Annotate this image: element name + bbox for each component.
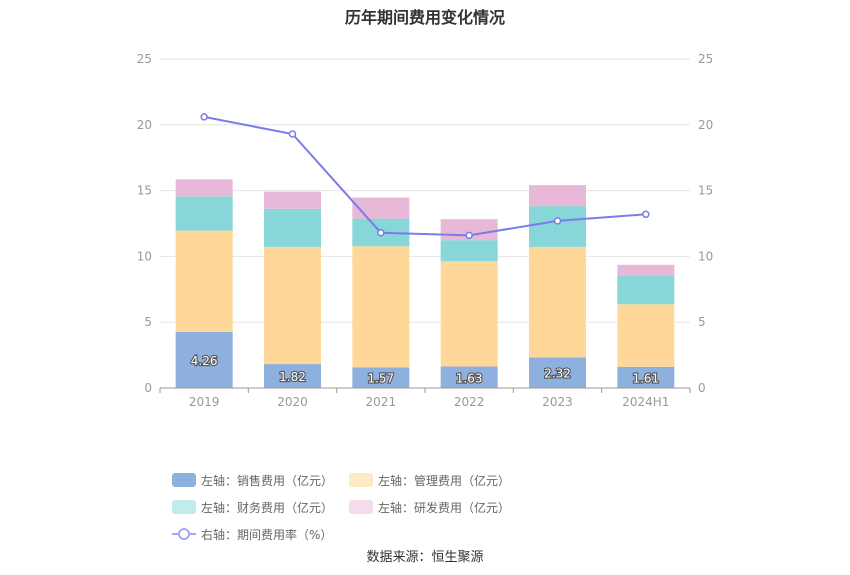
bar-segment-1 (617, 366, 675, 388)
bar-segment-3 (617, 276, 675, 305)
legend-swatch-finance (172, 500, 196, 514)
legend-item-admin[interactable]: 左轴：管理费用（亿元） (349, 472, 510, 488)
y-tick-right: 20 (698, 118, 713, 132)
bar-data-label: 1.57 (367, 372, 394, 386)
bar-segment-1 (352, 367, 410, 388)
y-tick-left: 25 (137, 52, 152, 66)
expense-ratio-point (553, 217, 562, 225)
expense-ratio-line (203, 115, 646, 237)
chart-legend: 左轴：销售费用（亿元） 左轴：管理费用（亿元） 左轴：财务费用（亿元） 左轴：研… (172, 472, 692, 542)
x-tick-label: 2022 (454, 395, 485, 409)
bar-segment-1 (529, 357, 586, 388)
y-tick-left: 0 (144, 381, 152, 395)
x-tick-label: 2019 (189, 395, 220, 409)
expense-ratio-point (465, 231, 473, 240)
bar-data-label: 4.26 (191, 354, 218, 368)
bar-segment-1 (264, 364, 321, 388)
x-tick-label: 2020 (277, 395, 308, 409)
y-tick-right: 15 (698, 184, 713, 198)
legend-line-icon (172, 527, 196, 541)
y-tick-right: 0 (698, 381, 706, 395)
bar-segment-2 (352, 246, 410, 368)
legend-item-sales[interactable]: 左轴：销售费用（亿元） (172, 472, 333, 488)
bar-data-label: 1.61 (632, 371, 659, 385)
x-tick-label: 2023 (542, 395, 573, 409)
x-tick-label: 2024H1 (622, 395, 669, 409)
y-tick-right: 5 (698, 315, 706, 329)
expense-ratio-point (200, 113, 208, 121)
bar-segment-2 (440, 261, 498, 367)
legend-label-rnd: 左轴：研发费用（亿元） (378, 500, 511, 515)
legend-swatch-admin (349, 473, 374, 487)
x-tick-label: 2021 (366, 395, 397, 409)
y-tick-left: 5 (144, 315, 152, 329)
legend-item-expense-ratio[interactable]: 右轴：期间费用率（%） (172, 526, 332, 542)
bar-data-label: 2.32 (544, 367, 571, 381)
bar-data-label: 1.63 (456, 371, 483, 385)
expense-ratio-point (288, 130, 297, 138)
legend-item-rnd[interactable]: 左轴：研发费用（亿元） (349, 499, 510, 515)
legend-swatch-rnd (349, 500, 374, 514)
y-tick-left: 15 (137, 184, 152, 198)
legend-swatch-sales (172, 473, 196, 487)
bar-segment-3 (175, 196, 233, 231)
bar-segment-2 (617, 304, 675, 367)
bar-segment-2 (529, 246, 586, 358)
bar-segment-3 (440, 240, 498, 262)
chart-title: 历年期间费用变化情况 (344, 8, 505, 27)
bar-segment-1 (175, 331, 233, 388)
bar-data-label: 1.82 (279, 370, 306, 384)
y-tick-right: 25 (698, 52, 713, 66)
expense-ratio-point (642, 210, 650, 219)
bar-segment-2 (264, 246, 321, 365)
legend-label-expense-ratio: 右轴：期间费用率（%） (201, 527, 333, 542)
bar-segment-4 (175, 179, 233, 197)
legend-label-sales: 左轴：销售费用（亿元） (201, 473, 334, 488)
legend-label-admin: 左轴：管理费用（亿元） (378, 473, 511, 488)
y-tick-left: 10 (137, 249, 152, 263)
bar-segment-2 (175, 230, 233, 332)
bar-segment-4 (352, 197, 410, 219)
bar-segment-1 (440, 366, 498, 388)
expense-ratio-point (377, 228, 385, 237)
bar-segment-3 (529, 206, 586, 247)
legend-label-finance: 左轴：财务费用（亿元） (201, 500, 334, 515)
data-source-note: 数据来源：恒生聚源 (366, 550, 484, 565)
y-tick-left: 20 (137, 118, 152, 132)
bar-segment-4 (264, 191, 321, 209)
bar-segment-3 (264, 208, 321, 247)
bar-segment-4 (617, 264, 675, 277)
legend-item-finance[interactable]: 左轴：财务费用（亿元） (172, 499, 333, 515)
bar-segment-4 (529, 185, 586, 207)
y-tick-right: 10 (698, 249, 713, 263)
